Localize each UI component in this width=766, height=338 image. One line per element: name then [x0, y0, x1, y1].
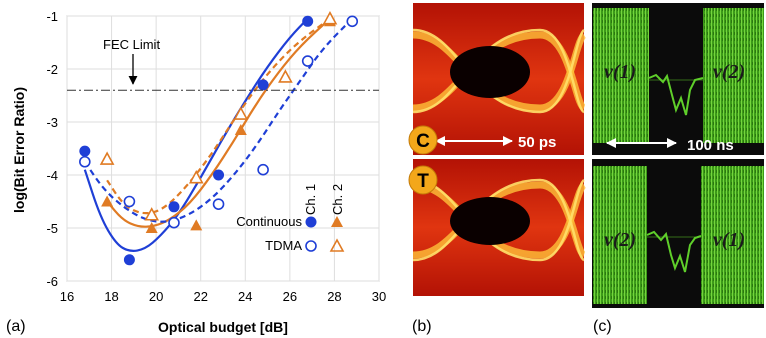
burst-trace-panel: v(1) v(2) 100 ns v(2) v(1): [592, 3, 764, 308]
y-tick-label: -2: [46, 62, 58, 77]
trace-top-right-label: v(2): [713, 61, 745, 83]
fit-curve: [83, 17, 354, 223]
y-tick-label: -3: [46, 115, 58, 130]
eye-scale-label: 50 ps: [518, 134, 556, 151]
panel-label-c: (c): [593, 318, 612, 335]
panel-label-a: (a): [6, 318, 26, 335]
legend-ch1: Ch. 1: [303, 184, 318, 215]
x-tick-label: 24: [238, 289, 252, 304]
legend: Ch. 1 Ch. 2 Continuous TDMA: [236, 184, 345, 253]
data-point: [190, 219, 203, 231]
data-point: [168, 216, 180, 229]
data-point: [346, 15, 359, 28]
x-axis-title: Optical budget [dB]: [158, 319, 288, 335]
data-point: [144, 207, 160, 221]
eye-diagram-panel: 50 ps C T: [408, 3, 587, 296]
data-point: [257, 163, 269, 176]
data-point: [101, 195, 114, 207]
data-point: [301, 55, 314, 67]
trace-bottom-left-label: v(2): [604, 229, 636, 251]
data-point: [302, 15, 314, 27]
data-point: [99, 151, 115, 165]
data-points: [79, 10, 359, 266]
legend-ch2: Ch. 2: [330, 184, 345, 215]
data-point: [234, 123, 247, 135]
x-tick-label: 22: [193, 289, 207, 304]
legend-marker-cont-ch1: [305, 216, 317, 228]
data-point: [123, 195, 136, 208]
y-tick-labels: -1 -2 -3 -4 -5 -6: [46, 9, 58, 289]
data-point: [79, 155, 91, 168]
fit-curve: [106, 17, 331, 228]
y-tick-label: -5: [46, 221, 58, 236]
data-point: [233, 106, 249, 120]
data-point: [213, 169, 225, 181]
data-point: [257, 79, 269, 91]
trace-top-left-label: v(1): [604, 61, 636, 83]
x-tick-label: 30: [372, 289, 386, 304]
x-tick-label: 16: [60, 289, 74, 304]
x-tick-label: 28: [327, 289, 341, 304]
eye-diagram-continuous: 50 ps: [412, 3, 587, 155]
burst-trace-top: v(1) v(2) 100 ns: [592, 3, 764, 155]
eye-diagram-tdma: [412, 159, 587, 296]
legend-tdma: TDMA: [265, 238, 302, 253]
fec-limit-label: FEC Limit: [103, 37, 160, 52]
badge-t-text: T: [417, 171, 429, 192]
legend-marker-tdma-ch1: [305, 240, 317, 252]
y-tick-label: -6: [46, 274, 58, 289]
grid: [66, 15, 380, 282]
x-tick-labels: 16 18 20 22 24 26 28 30: [60, 289, 386, 304]
data-point: [278, 69, 293, 83]
burst-trace-bottom: v(2) v(1): [592, 159, 764, 308]
data-point: [322, 10, 338, 25]
data-point: [168, 201, 180, 213]
badge-tdma: T: [408, 165, 438, 195]
y-tick-label: -1: [46, 9, 58, 24]
data-point: [212, 198, 225, 210]
y-tick-label: -4: [46, 168, 58, 183]
trace-bottom-right-label: v(1): [713, 229, 745, 251]
fit-curves: [83, 17, 354, 252]
data-point: [145, 222, 158, 233]
y-axis-title: log(Bit Error Ratio): [11, 87, 27, 213]
trace-scale-label: 100 ns: [687, 137, 734, 154]
plot-frame: [66, 15, 380, 282]
badge-continuous: C: [408, 125, 438, 155]
data-point: [79, 145, 91, 157]
x-tick-label: 26: [283, 289, 297, 304]
data-point: [123, 254, 135, 266]
legend-marker-tdma-ch2: [329, 238, 345, 252]
fit-curve: [106, 17, 331, 215]
x-tick-label: 20: [149, 289, 163, 304]
ber-chart: 16 18 20 22 24 26 28 30 -1-2-3-4-5-6 FEC Limit …: [11, 9, 386, 335]
legend-marker-cont-ch2: [331, 216, 343, 227]
data-point: [188, 169, 204, 184]
legend-continuous: Continuous: [236, 214, 302, 229]
badge-c-text: C: [416, 131, 430, 152]
x-tick-label: 18: [104, 289, 118, 304]
panel-label-b: (b): [412, 318, 432, 335]
